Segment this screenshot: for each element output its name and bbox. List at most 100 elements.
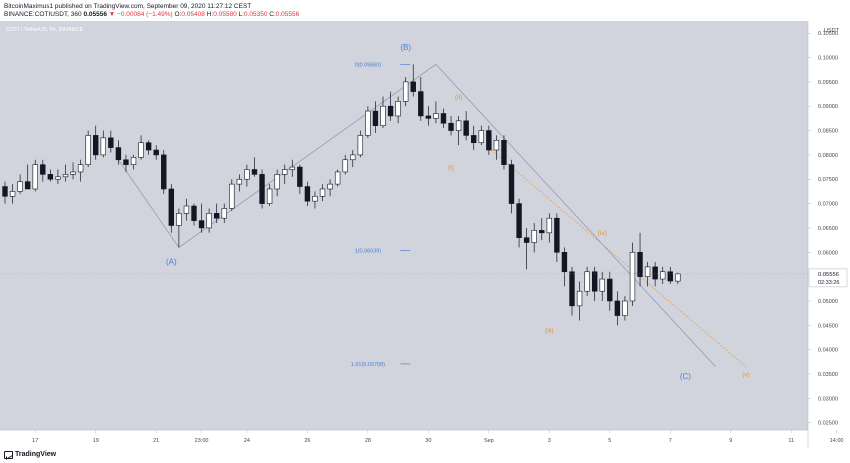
projection-line (488, 147, 747, 367)
x-tick-label: 7 (669, 438, 672, 444)
candle-up (531, 230, 537, 243)
fib-level-label: 1.61(0.03708) (351, 362, 385, 368)
candle-down (425, 115, 432, 119)
candle-down (508, 164, 515, 204)
change-value: ▼ −0.00084 (−1.49%) (108, 11, 173, 18)
close-value: 0.05556 (275, 11, 300, 18)
candle-up (312, 195, 318, 202)
candle-up (244, 169, 250, 180)
candle-up (365, 110, 371, 136)
candle-down (168, 188, 175, 226)
candle-up (221, 208, 227, 219)
wave-label-minor: (i) (448, 165, 454, 172)
x-tick-label: 17 (32, 438, 38, 444)
candle-up (176, 213, 182, 226)
wave-label-major: (C) (680, 372, 691, 381)
candle-up (85, 135, 91, 165)
candle-up (55, 176, 61, 180)
wave-label-minor: (iii) (545, 328, 554, 335)
close-label: C: (269, 11, 276, 18)
last-price-label: 0.05556 (818, 272, 839, 278)
candle-up (350, 154, 356, 161)
candle-up (183, 205, 190, 214)
candle-down (213, 213, 220, 219)
candle-down (153, 149, 159, 156)
candle-up (644, 266, 651, 277)
candle-up (546, 217, 553, 234)
candle-up (289, 166, 295, 170)
x-tick-label: 23:00 (195, 438, 209, 444)
candle-down (554, 217, 560, 253)
candle-down (259, 174, 265, 204)
candle-down (607, 278, 613, 302)
x-tick-label: 14:00 (830, 438, 844, 444)
high-value: 0.05580 (213, 11, 237, 18)
wave-line-c (435, 64, 716, 367)
chart-title: COTI / TetherUS, 6h, BINANCE (6, 27, 84, 33)
x-tick-label: 21 (153, 438, 159, 444)
y-tick-label: 0.09000 (818, 104, 838, 110)
candle-down (561, 251, 568, 273)
candle-down (471, 135, 477, 144)
candle-down (637, 251, 643, 277)
candle-down (387, 105, 394, 117)
x-tick-label: 5 (608, 438, 611, 444)
wave-label-minor: (ii) (455, 94, 462, 101)
candle-up (629, 251, 636, 302)
footer-brand: TradingView (15, 451, 57, 458)
x-tick-label: 26 (304, 438, 310, 444)
y-tick-label: 0.06000 (818, 250, 838, 256)
y-tick-label: 0.09500 (818, 80, 838, 86)
candle-up (17, 181, 23, 192)
candle-up (138, 142, 144, 158)
wave-label-minor: (iv) (598, 230, 607, 237)
footer: TradingView (0, 448, 850, 463)
candle-up (584, 271, 590, 292)
candle-down (123, 159, 129, 165)
x-tick-label: 28 (365, 438, 371, 444)
candle-down (2, 186, 8, 197)
candle-up (266, 188, 273, 204)
candle-down (93, 135, 99, 156)
y-tick-label: 0.02500 (818, 421, 838, 427)
candle-down (523, 237, 530, 243)
ohlc-line: BINANCE:COTIUSDT, 360 0.05556 ▼ −0.00084… (4, 11, 299, 18)
bar-countdown: 02:33:26 (818, 280, 839, 286)
wave-label-major: (A) (166, 257, 177, 266)
symbol: BINANCE:COTIUSDT, 360 (4, 11, 82, 18)
candle-up (357, 135, 364, 156)
candle-up (282, 169, 288, 175)
x-tick-label: 9 (729, 438, 732, 444)
wave-line-a (118, 159, 180, 248)
candle-up (100, 137, 106, 156)
candle-down (486, 130, 492, 151)
y-tick-label: 0.10000 (818, 56, 838, 62)
candle-down (591, 271, 598, 292)
candle-up (62, 174, 69, 178)
candle-down (501, 139, 507, 165)
candle-up (319, 188, 326, 197)
candle-down (304, 186, 311, 202)
high-label: H: (206, 11, 214, 18)
candle-up (433, 113, 439, 119)
wave-label-minor: (v) (742, 371, 750, 378)
last-value: 0.05556 (83, 11, 107, 18)
candle-up (229, 183, 235, 209)
fib-level-label: 1(0.06039) (355, 248, 382, 254)
candle-down (569, 271, 575, 307)
currency-label: USDT (824, 28, 840, 34)
y-tick-label: 0.07000 (818, 202, 838, 208)
y-tick-label: 0.06500 (818, 226, 838, 232)
candle-up (402, 81, 409, 102)
candle-down (115, 147, 122, 161)
candle-up (660, 271, 666, 280)
wave-label-major: (B) (400, 43, 411, 52)
candle-up (9, 191, 16, 197)
candle-down (297, 166, 303, 187)
x-tick-label: 19 (93, 438, 99, 444)
candle-up (130, 157, 137, 165)
tradingview-logo-icon (4, 451, 13, 459)
candle-down (251, 169, 258, 175)
y-tick-label: 0.04000 (818, 348, 838, 354)
